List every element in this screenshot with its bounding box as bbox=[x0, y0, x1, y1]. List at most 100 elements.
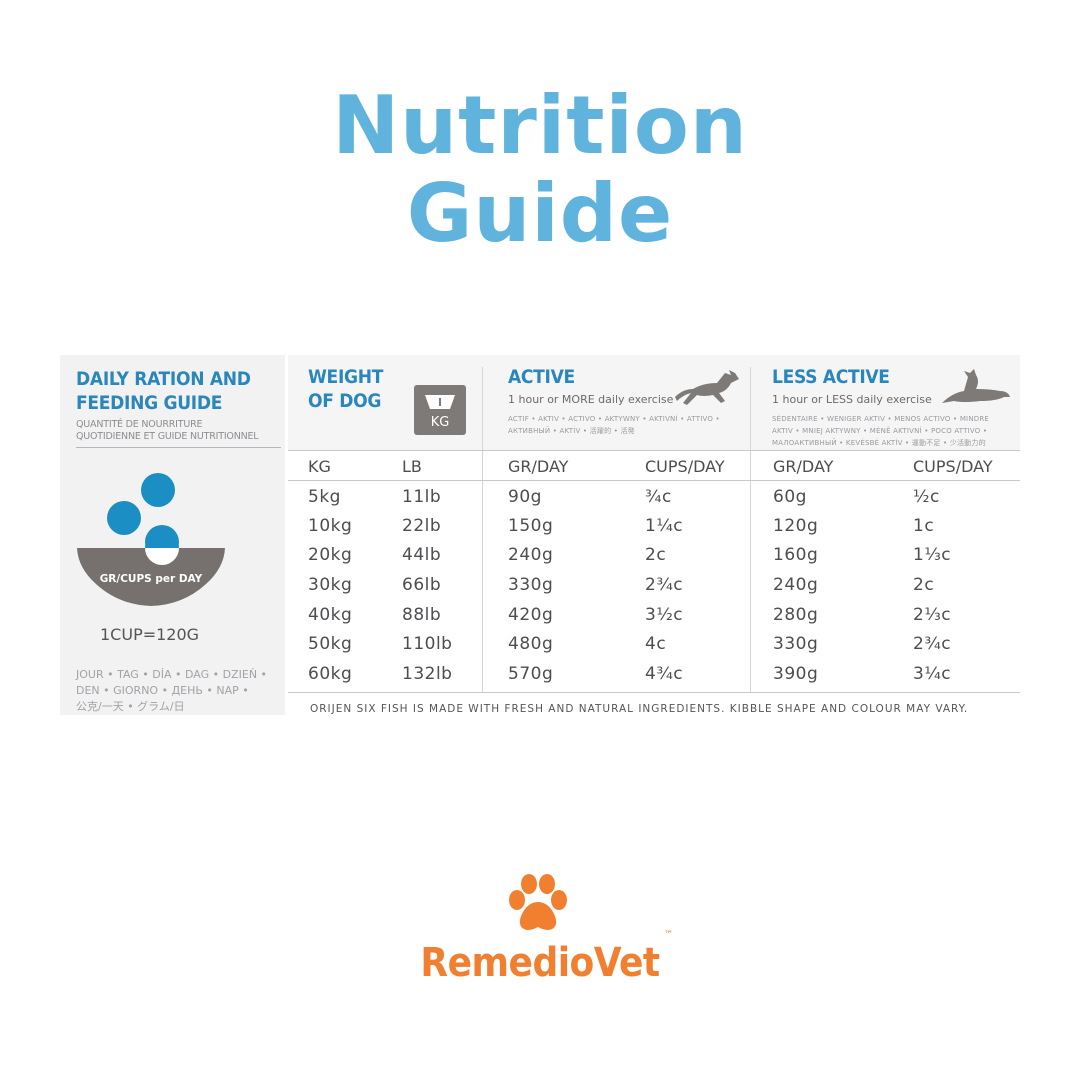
kibble-2 bbox=[107, 501, 141, 535]
column-active-gr: GR/DAY bbox=[508, 457, 569, 476]
cell-active-gr: 240g bbox=[508, 545, 554, 565]
cell-lb: 110lb bbox=[402, 634, 453, 654]
guide-left-panel: DAILY RATION AND FEEDING GUIDE QUANTITÉ … bbox=[60, 355, 285, 715]
less-active-translations-line-2: AKTIV • MNIEJ AKTYWNY • MÉNĚ AKTIVNÍ • P… bbox=[772, 427, 988, 435]
cell-active-gr: 420g bbox=[508, 605, 554, 625]
cell-active-cups: 2¾c bbox=[645, 575, 684, 595]
cell-active-gr: 480g bbox=[508, 634, 554, 654]
cell-less-cups: 2⅓c bbox=[913, 605, 952, 625]
less-active-heading: LESS ACTIVE bbox=[772, 366, 890, 388]
cell-kg: 50kg bbox=[308, 634, 353, 654]
cell-active-gr: 90g bbox=[508, 487, 542, 507]
cell-lb: 88lb bbox=[402, 605, 442, 625]
bowl-label: GR/CUPS per DAY bbox=[100, 573, 203, 585]
per-day-line-1: JOUR • TAG • DÍA • DAG • DZIEŃ • bbox=[76, 668, 268, 681]
cell-active-cups: 3½c bbox=[645, 605, 684, 625]
scale-dial-icon bbox=[425, 395, 455, 409]
cell-less-gr: 390g bbox=[773, 664, 819, 684]
cell-less-cups: 3¼c bbox=[913, 664, 952, 684]
food-bowl-icon: GR/CUPS per DAY bbox=[77, 473, 225, 606]
guide-subtitle-line-2: QUOTIDIENNE ET GUIDE NUTRITIONNEL bbox=[76, 431, 259, 442]
cell-less-cups: 2¾c bbox=[913, 634, 952, 654]
less-active-translations-line-3: МАЛОАКТИВНЫЙ • KEVÉSBÉ AKTÍV • 運動不足 • 少活… bbox=[772, 439, 986, 447]
active-translations-line-1: ACTIF • AKTIV • ACTIVO • AKTYWNY • AKTIV… bbox=[508, 415, 720, 423]
cell-lb: 132lb bbox=[402, 664, 453, 684]
weight-heading-line-1: WEIGHT bbox=[308, 366, 384, 388]
cell-lb: 11lb bbox=[402, 487, 442, 507]
cell-lb: 66lb bbox=[402, 575, 442, 595]
resting-dog-icon bbox=[942, 369, 1010, 403]
cell-less-cups: 1⅓c bbox=[913, 545, 952, 565]
ingredients-footnote: ORIJEN SIX FISH IS MADE WITH FRESH AND N… bbox=[310, 703, 969, 715]
cell-less-gr: 330g bbox=[773, 634, 819, 654]
scale-icon-label: KG bbox=[430, 415, 450, 430]
per-day-line-2: DEN • GIORNO • ДЕНЬ • NAP • bbox=[76, 684, 249, 697]
active-heading: ACTIVE bbox=[508, 366, 575, 388]
cell-lb: 22lb bbox=[402, 516, 442, 536]
column-less-cups: CUPS/DAY bbox=[913, 457, 993, 476]
divider-active bbox=[750, 367, 751, 692]
cell-kg: 10kg bbox=[308, 516, 353, 536]
bowl-body bbox=[77, 548, 225, 606]
cell-less-cups: 2c bbox=[913, 575, 935, 595]
divider-weight bbox=[482, 367, 483, 692]
column-lb: LB bbox=[402, 457, 422, 476]
cell-less-cups: 1c bbox=[913, 516, 935, 536]
scale-icon: KG bbox=[414, 385, 466, 435]
cell-kg: 30kg bbox=[308, 575, 353, 595]
cell-less-gr: 120g bbox=[773, 516, 819, 536]
column-active-cups: CUPS/DAY bbox=[645, 457, 725, 476]
cell-active-cups: 4c bbox=[645, 634, 667, 654]
less-active-subtitle: 1 hour or LESS daily exercise bbox=[772, 393, 932, 406]
kibble-3-cut bbox=[145, 548, 179, 565]
kibble-3-top bbox=[145, 531, 179, 548]
cell-active-cups: ¾c bbox=[645, 487, 672, 507]
cell-active-gr: 150g bbox=[508, 516, 554, 536]
cell-less-gr: 60g bbox=[773, 487, 807, 507]
feeding-table: WEIGHT OF DOG KG ACTIVE 1 hour or MORE d… bbox=[288, 355, 1020, 725]
feeding-guide: DAILY RATION AND FEEDING GUIDE QUANTITÉ … bbox=[0, 355, 1080, 725]
cell-active-gr: 570g bbox=[508, 664, 554, 684]
header-divider-bottom bbox=[288, 480, 1020, 481]
cell-less-cups: ½c bbox=[913, 487, 940, 507]
table-header-band bbox=[288, 355, 1020, 450]
page-title-line-1: Nutrition bbox=[332, 79, 748, 172]
cell-less-gr: 160g bbox=[773, 545, 819, 565]
active-subtitle: 1 hour or MORE daily exercise bbox=[508, 393, 674, 406]
brand-name: RemedioVet bbox=[420, 940, 660, 986]
guide-title-line-1: DAILY RATION AND bbox=[76, 368, 251, 390]
kibble-1 bbox=[141, 473, 175, 507]
cell-active-cups: 2c bbox=[645, 545, 667, 565]
cell-less-gr: 280g bbox=[773, 605, 819, 625]
cup-equivalence: 1CUP=120G bbox=[100, 625, 200, 644]
guide-subtitle-line-1: QUANTITÉ DE NOURRITURE bbox=[76, 419, 203, 430]
less-active-translations: SÉDENTAIRE • WENIGER AKTIV • MENOS ACTIV… bbox=[772, 413, 989, 449]
cell-less-gr: 240g bbox=[773, 575, 819, 595]
page-title-line-2: Guide bbox=[406, 167, 674, 260]
less-active-translations-line-1: SÉDENTAIRE • WENIGER AKTIV • MENOS ACTIV… bbox=[772, 415, 990, 423]
active-translations-line-2: АКТИВНЫЙ • AKTÍV • 活躍的 • 活発 bbox=[508, 427, 635, 435]
table-bottom-divider bbox=[288, 692, 1020, 693]
guide-title: DAILY RATION AND FEEDING GUIDE bbox=[76, 367, 281, 415]
weight-heading: WEIGHT OF DOG bbox=[308, 365, 383, 413]
per-day-line-3: 公克/一天 • グラム/日 bbox=[76, 700, 185, 713]
guide-title-line-2: FEEDING GUIDE bbox=[76, 392, 223, 414]
weight-heading-line-2: OF DOG bbox=[308, 390, 382, 412]
cell-active-cups: 4¾c bbox=[645, 664, 684, 684]
cell-kg: 20kg bbox=[308, 545, 353, 565]
cell-kg: 60kg bbox=[308, 664, 353, 684]
column-kg: KG bbox=[308, 457, 331, 476]
cell-active-gr: 330g bbox=[508, 575, 554, 595]
cell-kg: 5kg bbox=[308, 487, 341, 507]
active-translations: ACTIF • AKTIV • ACTIVO • AKTYWNY • AKTIV… bbox=[508, 413, 720, 437]
column-less-gr: GR/DAY bbox=[773, 457, 834, 476]
header-divider-top bbox=[288, 450, 1020, 451]
cell-kg: 40kg bbox=[308, 605, 353, 625]
cell-active-cups: 1¼c bbox=[645, 516, 684, 536]
guide-subtitle: QUANTITÉ DE NOURRITURE QUOTIDIENNE ET GU… bbox=[76, 419, 281, 448]
page-title: Nutrition Guide bbox=[0, 82, 1080, 258]
running-dog-icon bbox=[675, 370, 739, 405]
per-day-translations: JOUR • TAG • DÍA • DAG • DZIEŃ • DEN • G… bbox=[76, 667, 281, 715]
trademark-symbol: ™ bbox=[664, 930, 673, 940]
paw-logo-icon bbox=[509, 874, 567, 930]
